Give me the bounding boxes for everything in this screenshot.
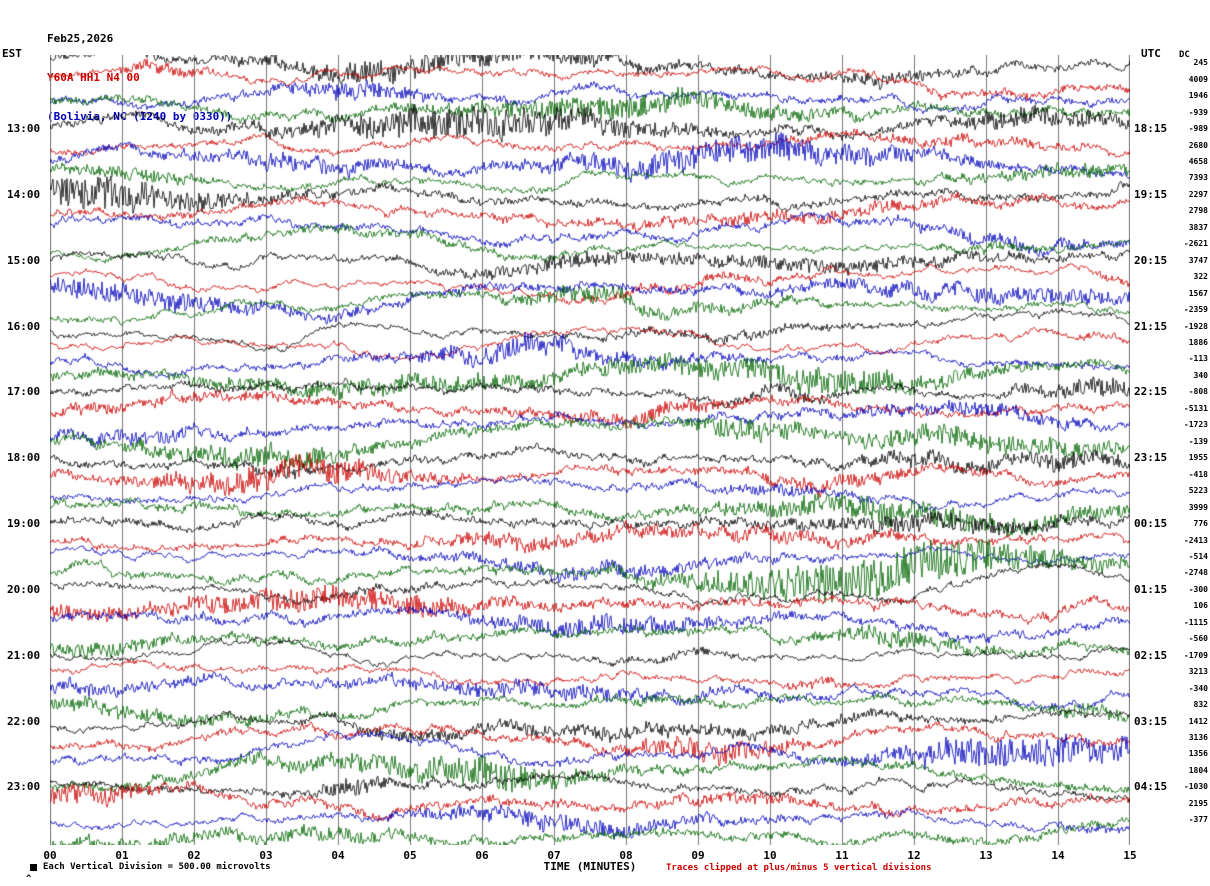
dc-value: 3213 (1188, 667, 1208, 677)
dc-value: -2359 (1183, 305, 1208, 315)
dc-value: -418 (1188, 469, 1208, 479)
est-hour-label: 17:00 (7, 385, 41, 399)
dc-value: 3837 (1188, 222, 1208, 232)
minute-tick-label: 12 (907, 849, 921, 862)
dc-value: 1412 (1188, 716, 1208, 726)
est-hour-label: 18:00 (7, 451, 41, 465)
dc-value: -1115 (1183, 617, 1208, 627)
dc-value: 1886 (1188, 338, 1208, 348)
dc-value: -2748 (1183, 568, 1208, 578)
utc-hour-label: 19:15 (1134, 187, 1168, 201)
dc-value: 776 (1193, 519, 1208, 529)
utc-hour-label: 23:15 (1134, 451, 1168, 465)
dc-value: 832 (1193, 700, 1208, 710)
dc-value: 5223 (1188, 486, 1208, 496)
minute-tick-label: 06 (475, 849, 489, 862)
minute-tick-label: 03 (259, 849, 273, 862)
est-hour-label: 14:00 (7, 187, 41, 201)
minute-tick-label: 10 (763, 849, 777, 862)
clip-note: Traces clipped at plus/minus 5 vertical … (666, 863, 932, 873)
est-hour-label: 23:00 (7, 780, 41, 794)
minute-tick-label: 04 (331, 849, 345, 862)
dc-value: 3747 (1188, 255, 1208, 265)
header-date: Feb25,2026 (47, 32, 114, 45)
minute-tick-label: 02 (187, 849, 201, 862)
utc-hour-label: 20:15 (1134, 253, 1168, 267)
utc-hour-label: 18:15 (1134, 122, 1168, 136)
dc-value: -514 (1188, 551, 1208, 561)
est-hour-label: 16:00 (7, 319, 41, 333)
dc-value: 106 (1193, 601, 1208, 611)
utc-hour-label: 04:15 (1134, 780, 1168, 794)
dc-value: -300 (1188, 584, 1208, 594)
utc-hour-label: 01:15 (1134, 582, 1168, 596)
minute-tick-label: 14 (1051, 849, 1065, 862)
dc-value: -808 (1188, 387, 1208, 397)
dc-value: -1928 (1183, 321, 1208, 331)
minute-tick-label: 00 (43, 849, 57, 862)
dc-value: -1723 (1183, 420, 1208, 430)
dc-value: -5131 (1183, 403, 1208, 413)
corner-mark: ^ (26, 874, 32, 884)
dc-value: 322 (1193, 272, 1208, 282)
dc-value: 7393 (1188, 173, 1208, 183)
minute-tick-label: 01 (115, 849, 129, 862)
est-hour-label: 20:00 (7, 582, 41, 596)
dc-value: 2798 (1188, 206, 1208, 216)
dc-value: 4009 (1188, 74, 1208, 84)
minute-tick-label: 07 (547, 849, 561, 862)
utc-hour-label: 02:15 (1134, 648, 1168, 662)
dc-value: -939 (1188, 107, 1208, 117)
utc-hour-label: 03:15 (1134, 714, 1168, 728)
dc-value: 1946 (1188, 91, 1208, 101)
dc-value: 340 (1193, 370, 1208, 380)
left-axis-title-est: EST (2, 47, 22, 60)
dc-value: -1030 (1183, 782, 1208, 792)
division-note-text: Each Vertical Division = 500.00 microvol… (43, 862, 271, 872)
est-hour-label: 13:00 (7, 122, 41, 136)
dc-value: 4658 (1188, 156, 1208, 166)
dc-value: -989 (1188, 124, 1208, 134)
dc-value: 3999 (1188, 502, 1208, 512)
dc-value: 245 (1193, 58, 1208, 68)
dc-value: 1955 (1188, 453, 1208, 463)
division-marker-icon (30, 863, 37, 871)
dc-value: 2297 (1188, 189, 1208, 199)
minute-tick-label: 15 (1123, 849, 1137, 862)
minute-tick-label: 09 (691, 849, 705, 862)
minute-tick-label: 13 (979, 849, 993, 862)
dc-value: -560 (1188, 634, 1208, 644)
utc-hour-label: 21:15 (1134, 319, 1168, 333)
dc-value: -1709 (1183, 650, 1208, 660)
dc-value: -377 (1188, 815, 1208, 825)
division-note: Each Vertical Division = 500.00 microvol… (30, 862, 271, 872)
dc-value: -340 (1188, 683, 1208, 693)
dc-value: 2195 (1188, 798, 1208, 808)
dc-value: -113 (1188, 354, 1208, 364)
dc-column-title: DC (1179, 50, 1190, 60)
minute-tick-label: 08 (619, 849, 633, 862)
right-axis-title-utc: UTC (1141, 47, 1161, 60)
dc-value: 3136 (1188, 733, 1208, 743)
dc-value: -2621 (1183, 239, 1208, 249)
minute-tick-label: 05 (403, 849, 417, 862)
est-hour-label: 22:00 (7, 714, 41, 728)
x-axis-title: TIME (MINUTES) (543, 860, 637, 873)
minute-tick-label: 11 (835, 849, 849, 862)
dc-value: 1567 (1188, 288, 1208, 298)
dc-value: 1356 (1188, 749, 1208, 759)
est-hour-label: 19:00 (7, 517, 41, 531)
est-hour-label: 15:00 (7, 253, 41, 267)
dc-value: -139 (1188, 436, 1208, 446)
dc-value: -2413 (1183, 535, 1208, 545)
utc-hour-label: 00:15 (1134, 517, 1168, 531)
seismogram-trace-canvas (50, 55, 1130, 845)
dc-value: 1804 (1188, 765, 1208, 775)
est-hour-label: 21:00 (7, 648, 41, 662)
utc-hour-label: 22:15 (1134, 385, 1168, 399)
dc-value: 2680 (1188, 140, 1208, 150)
